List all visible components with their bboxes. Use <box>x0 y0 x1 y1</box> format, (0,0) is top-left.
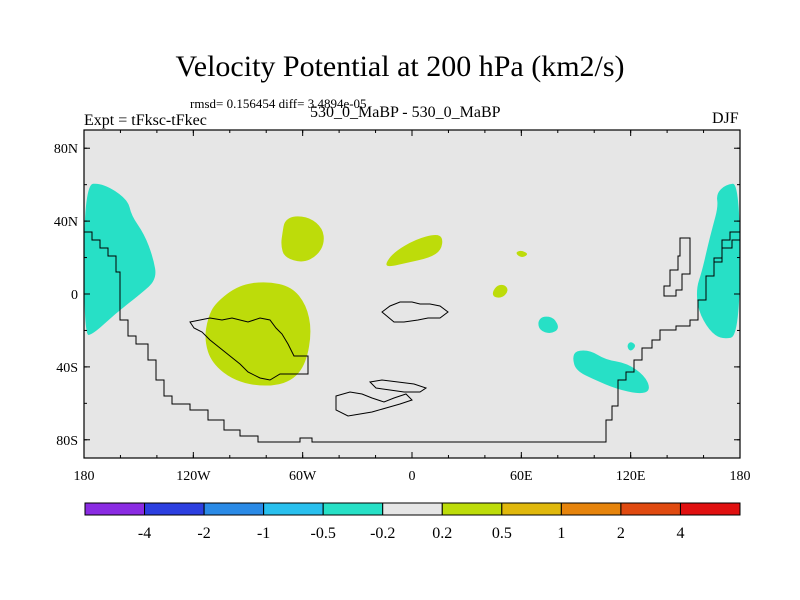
colorbar-label: 2 <box>617 525 625 542</box>
colorbar-label: 0.5 <box>492 525 512 542</box>
y-tick-label: 80N <box>54 142 78 157</box>
x-tick-label: 60E <box>510 469 533 484</box>
colorbar-label: 0.2 <box>432 525 452 542</box>
colorbar-box <box>383 503 443 515</box>
colorbar-box <box>85 503 145 515</box>
colorbar-box <box>323 503 383 515</box>
colorbar-label: -0.2 <box>370 525 395 542</box>
x-tick-label: 60W <box>289 469 317 484</box>
colorbar-label: -4 <box>138 525 151 542</box>
x-tick-label: 180 <box>730 469 751 484</box>
colorbar-label: -2 <box>197 525 210 542</box>
colorbar-label: 1 <box>557 525 565 542</box>
colorbar-box <box>442 503 502 515</box>
colorbar-label: -1 <box>257 525 270 542</box>
colorbar-box <box>561 503 621 515</box>
colorbar-box <box>621 503 681 515</box>
x-tick-label: 120E <box>616 469 646 484</box>
map-chart: 80N 40N 0 40S 80S 180 120W 60W 0 60E 120E 180 -4 -2… <box>0 0 800 600</box>
y-tick-label: 40S <box>56 361 78 376</box>
colorbar-box <box>204 503 264 515</box>
x-tick-label: 180 <box>74 469 95 484</box>
colorbar-box <box>680 503 740 515</box>
x-tick-label: 120W <box>176 469 211 484</box>
colorbar-label: 4 <box>676 525 684 542</box>
colorbar-box <box>502 503 562 515</box>
colorbar-label: -0.5 <box>311 525 336 542</box>
x-tick-label: 0 <box>409 469 416 484</box>
y-tick-label: 40N <box>54 215 78 230</box>
plot-background <box>84 130 740 458</box>
y-tick-label: 80S <box>56 434 78 449</box>
colorbar: -4 -2 -1 -0.5 -0.2 0.2 0.5 1 2 4 <box>85 503 740 542</box>
y-tick-label: 0 <box>71 288 78 303</box>
colorbar-box <box>264 503 324 515</box>
colorbar-box <box>145 503 205 515</box>
